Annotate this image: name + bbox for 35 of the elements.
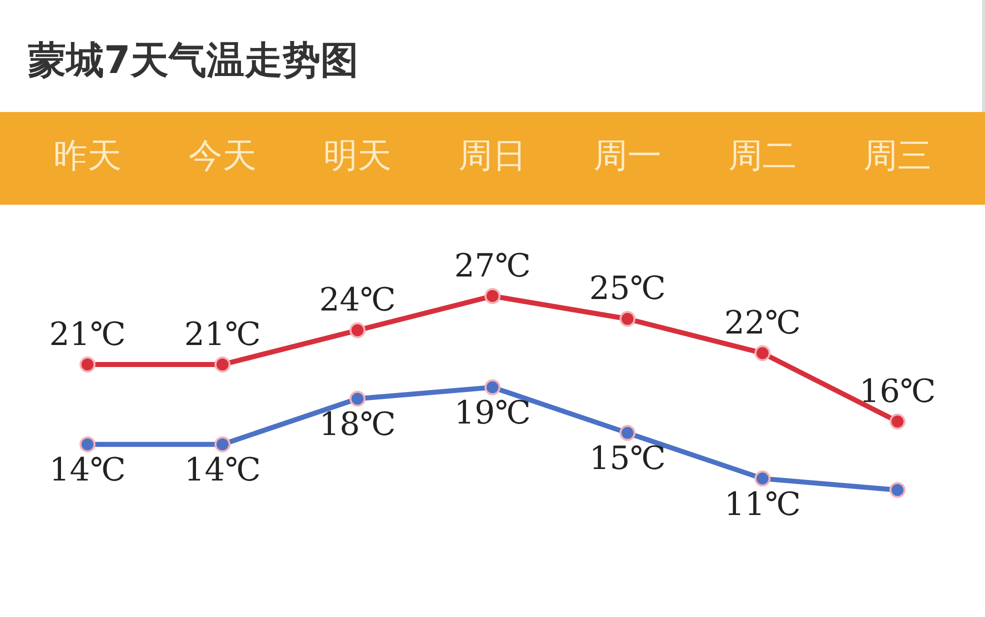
x-tick-label: 明天 [324, 136, 392, 176]
x-tick-label: 昨天 [54, 136, 122, 176]
x-tick-label: 周一 [594, 136, 662, 176]
data-label: 21℃ [49, 314, 126, 353]
data-label: 19℃ [454, 394, 531, 432]
data-label: 25℃ [589, 269, 666, 308]
point [80, 436, 96, 452]
data-label: 18℃ [319, 405, 396, 444]
x-tick-label: 周三 [864, 136, 932, 176]
point [214, 356, 230, 372]
point [890, 482, 906, 498]
point [350, 322, 366, 338]
point [620, 424, 636, 441]
data-label: 15℃ [589, 439, 666, 478]
point [754, 470, 770, 487]
data-label: 21℃ [184, 314, 261, 353]
point [484, 288, 500, 304]
point [620, 310, 636, 327]
data-label: 27℃ [454, 246, 531, 284]
point [80, 356, 96, 372]
data-label: 16℃ [859, 372, 936, 410]
data-label: 14℃ [49, 450, 126, 489]
point [754, 345, 770, 362]
point [214, 436, 230, 452]
point [350, 390, 366, 407]
data-label: 14℃ [184, 450, 261, 489]
point [484, 379, 500, 396]
x-tick-label: 周日 [458, 136, 526, 176]
x-tick-label: 周二 [728, 136, 796, 176]
data-label: 24℃ [319, 280, 396, 319]
point [890, 414, 906, 430]
data-label: 22℃ [724, 303, 801, 342]
data-label: 11℃ [724, 484, 801, 523]
chart-title: 蒙城7天气温走势图 [0, 0, 985, 112]
x-tick-label: 今天 [188, 136, 256, 176]
